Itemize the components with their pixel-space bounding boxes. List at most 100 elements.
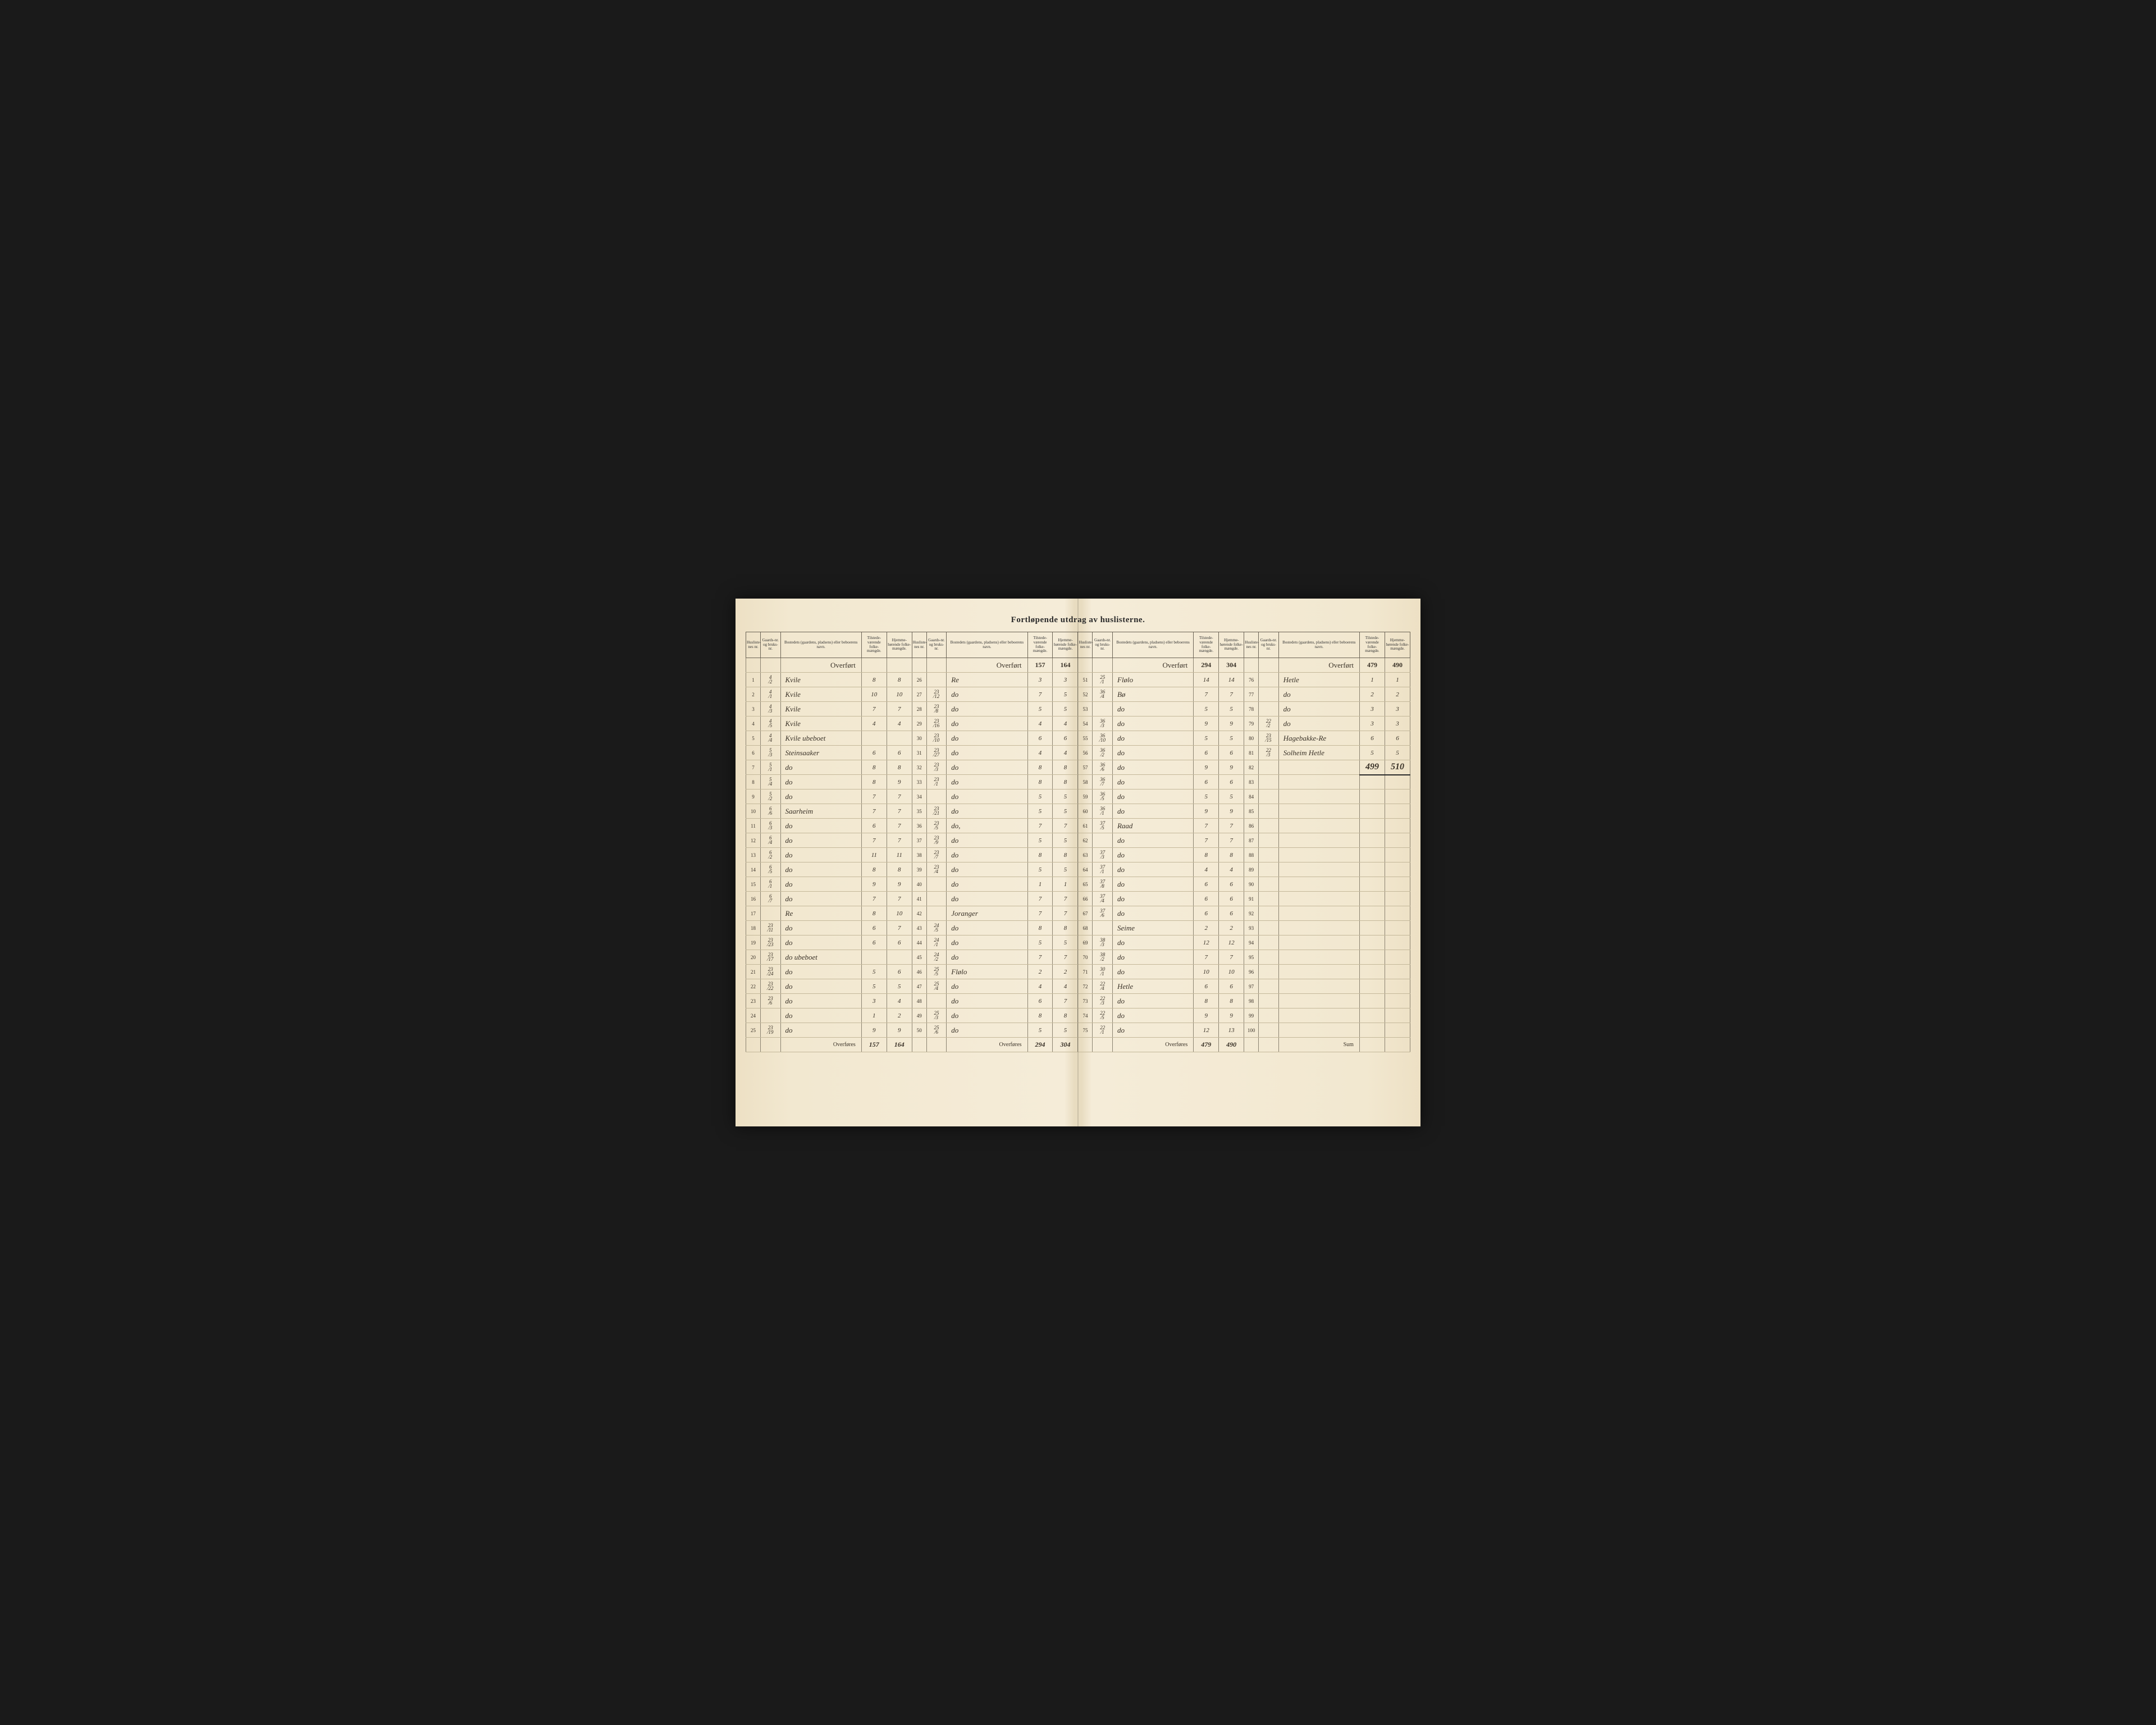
tilstede-val: 8 bbox=[1027, 775, 1053, 790]
bosted-name: Kvile ubeboet bbox=[780, 731, 861, 746]
row-nr: 35 bbox=[912, 804, 926, 819]
hjemme-val: 6 bbox=[887, 935, 912, 950]
tilstede-val: 2 bbox=[1359, 687, 1385, 702]
gaards-nr: 22⁄2 bbox=[1259, 717, 1278, 731]
gaards-nr bbox=[1093, 702, 1112, 717]
bosted-name: do bbox=[1112, 906, 1193, 921]
hjemme-val: 7 bbox=[887, 921, 912, 935]
bosted-name: Hetle bbox=[1278, 673, 1359, 687]
hjemme-val: 10 bbox=[1219, 965, 1244, 979]
row-nr: 14 bbox=[746, 862, 761, 877]
hjemme-val: 7 bbox=[1053, 994, 1078, 1008]
gaards-nr: 25⁄1 bbox=[1093, 673, 1112, 687]
hjemme-val bbox=[1385, 1023, 1410, 1038]
row-nr: 85 bbox=[1244, 804, 1259, 819]
tilstede-val: 8 bbox=[861, 760, 887, 775]
bosted-name: do bbox=[1112, 848, 1193, 862]
tilstede-val: 6 bbox=[1027, 731, 1053, 746]
hjemme-val: 4 bbox=[1053, 746, 1078, 760]
bosted-name: do bbox=[947, 731, 1027, 746]
row-nr: 6 bbox=[746, 746, 761, 760]
bosted-name: do bbox=[780, 819, 861, 833]
col-header-hjemme: Hjemme-hørende folke-mængde. bbox=[1385, 632, 1410, 658]
tilstede-val: 5 bbox=[1027, 935, 1053, 950]
gaards-nr bbox=[1259, 1023, 1278, 1038]
tilstede-val: 6 bbox=[1194, 746, 1219, 760]
tilstede-val: 1 bbox=[861, 1008, 887, 1023]
col-header-gaards_nr: Gaards-nr. og bruks-nr. bbox=[1259, 632, 1278, 658]
bosted-name: do bbox=[780, 790, 861, 804]
row-nr: 1 bbox=[746, 673, 761, 687]
gaards-nr bbox=[1259, 1008, 1278, 1023]
hjemme-val: 5 bbox=[1053, 1023, 1078, 1038]
tilstede-val: 7 bbox=[1027, 819, 1053, 833]
bosted-name bbox=[1278, 804, 1359, 819]
gaards-nr: 22⁄3 bbox=[1093, 994, 1112, 1008]
hjemme-val: 5 bbox=[1053, 833, 1078, 848]
gaards-nr bbox=[926, 906, 946, 921]
row-nr: 31 bbox=[912, 746, 926, 760]
cell: 164 bbox=[887, 1038, 912, 1052]
bosted-name: do bbox=[1112, 994, 1193, 1008]
row-nr: 94 bbox=[1244, 935, 1259, 950]
cell: 157 bbox=[1027, 658, 1053, 673]
gaards-nr: 23⁄11 bbox=[761, 921, 780, 935]
gaards-nr: 4⁄2 bbox=[761, 673, 780, 687]
row-nr: 81 bbox=[1244, 746, 1259, 760]
hjemme-val: 2 bbox=[1219, 921, 1244, 935]
tilstede-val bbox=[1359, 979, 1385, 994]
gaards-nr: 22⁄4 bbox=[1093, 979, 1112, 994]
row-nr: 91 bbox=[1244, 892, 1259, 906]
cell: Overført bbox=[1112, 658, 1193, 673]
row-nr: 32 bbox=[912, 760, 926, 775]
tilstede-val: 6 bbox=[861, 921, 887, 935]
tilstede-val: 11 bbox=[861, 848, 887, 862]
cell bbox=[761, 658, 780, 673]
row-nr: 26 bbox=[912, 673, 926, 687]
row-nr: 63 bbox=[1078, 848, 1093, 862]
col-header-hjemme: Hjemme-hørende folke-mængde. bbox=[1219, 632, 1244, 658]
hjemme-val bbox=[1385, 804, 1410, 819]
gaards-nr: 6⁄1 bbox=[761, 877, 780, 892]
hjemme-val: 2 bbox=[1385, 687, 1410, 702]
bosted-name: do bbox=[780, 833, 861, 848]
hjemme-val: 8 bbox=[1219, 848, 1244, 862]
tilstede-val: 9 bbox=[861, 1023, 887, 1038]
bosted-name: Hetle bbox=[1112, 979, 1193, 994]
row-nr: 33 bbox=[912, 775, 926, 790]
hjemme-val: 6 bbox=[1219, 906, 1244, 921]
gaards-nr: 22⁄3 bbox=[1259, 746, 1278, 760]
tilstede-val: 5 bbox=[1194, 731, 1219, 746]
hjemme-val: 4 bbox=[887, 717, 912, 731]
tilstede-val: 9 bbox=[1194, 717, 1219, 731]
tilstede-val bbox=[1359, 935, 1385, 950]
gaards-nr bbox=[1259, 702, 1278, 717]
cell bbox=[1093, 658, 1112, 673]
hjemme-val: 8 bbox=[1053, 775, 1078, 790]
tilstede-val: 12 bbox=[1194, 1023, 1219, 1038]
tilstede-val: 5 bbox=[1027, 804, 1053, 819]
row-nr: 69 bbox=[1078, 935, 1093, 950]
gaards-nr: 4⁄1 bbox=[761, 687, 780, 702]
row-nr: 12 bbox=[746, 833, 761, 848]
row-nr: 50 bbox=[912, 1023, 926, 1038]
hjemme-val bbox=[1385, 994, 1410, 1008]
gaards-nr bbox=[1259, 775, 1278, 790]
tilstede-val bbox=[1359, 906, 1385, 921]
tilstede-val: 499 bbox=[1359, 760, 1385, 775]
tilstede-val: 8 bbox=[1194, 848, 1219, 862]
hjemme-val bbox=[1385, 848, 1410, 862]
row-nr: 57 bbox=[1078, 760, 1093, 775]
row-nr: 77 bbox=[1244, 687, 1259, 702]
gaards-nr: 5⁄2 bbox=[761, 790, 780, 804]
bosted-name: do bbox=[780, 862, 861, 877]
row-nr: 87 bbox=[1244, 833, 1259, 848]
tilstede-val: 7 bbox=[1194, 833, 1219, 848]
bosted-name: Steinsaaker bbox=[780, 746, 861, 760]
cell: Overført bbox=[1278, 658, 1359, 673]
hjemme-val: 6 bbox=[1385, 731, 1410, 746]
hjemme-val bbox=[1385, 877, 1410, 892]
row-nr: 99 bbox=[1244, 1008, 1259, 1023]
row-nr: 25 bbox=[746, 1023, 761, 1038]
tilstede-val: 6 bbox=[1027, 994, 1053, 1008]
